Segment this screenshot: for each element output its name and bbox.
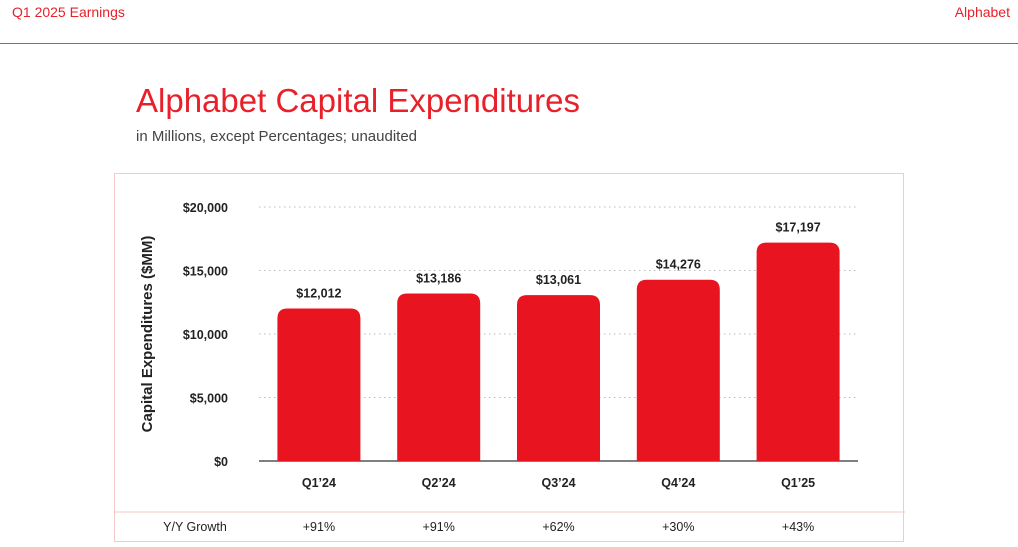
x-tick-label: Q1’25	[781, 476, 815, 490]
growth-value: +30%	[662, 520, 694, 534]
chart-title: Alphabet Capital Expenditures	[136, 82, 580, 119]
bar-2	[397, 293, 481, 461]
x-tick-label: Q3’24	[541, 476, 575, 490]
growth-value: +62%	[542, 520, 574, 534]
bar-value-label: $12,012	[296, 286, 341, 300]
growth-value: +91%	[303, 520, 335, 534]
y-tick-label: $0	[214, 455, 228, 469]
y-tick-label: $10,000	[183, 328, 228, 342]
chart-subtitle: in Millions, except Percentages; unaudit…	[136, 128, 418, 145]
growth-value: +43%	[782, 520, 814, 534]
capex-bar-chart: $0 $5,000 $10,000 $15,000 $20,000 Capital Exp…	[115, 201, 905, 534]
brand-label: Alphabet	[954, 4, 1010, 20]
y-tick-label: $5,000	[190, 392, 228, 406]
bar-value-label: $13,061	[536, 273, 581, 287]
x-tick-label: Q1’24	[302, 476, 336, 490]
x-tick-label: Q2’24	[422, 476, 456, 490]
chart-frame: $0 $5,000 $10,000 $15,000 $20,000 Capital Exp…	[114, 173, 905, 542]
y-tick-label: $20,000	[183, 201, 228, 215]
bar-value-label: $17,197	[776, 221, 821, 235]
growth-row-label: Y/Y Growth	[163, 520, 227, 534]
top-header: Q1 2025 Earnings Alphabet	[0, 0, 1018, 44]
bar-5	[756, 242, 840, 461]
bar-4	[636, 279, 720, 461]
bar-1	[277, 308, 361, 461]
growth-value: +91%	[423, 520, 455, 534]
y-tick-label: $15,000	[183, 265, 228, 279]
earnings-label: Q1 2025 Earnings	[12, 4, 125, 20]
bottom-accent-bar	[0, 547, 1018, 550]
bar-value-label: $14,276	[656, 258, 701, 272]
bar-3	[517, 295, 600, 461]
x-tick-label: Q4’24	[661, 476, 695, 490]
bar-value-label: $13,186	[416, 272, 461, 286]
y-axis-title: Capital Expenditures ($MM)	[139, 236, 156, 433]
